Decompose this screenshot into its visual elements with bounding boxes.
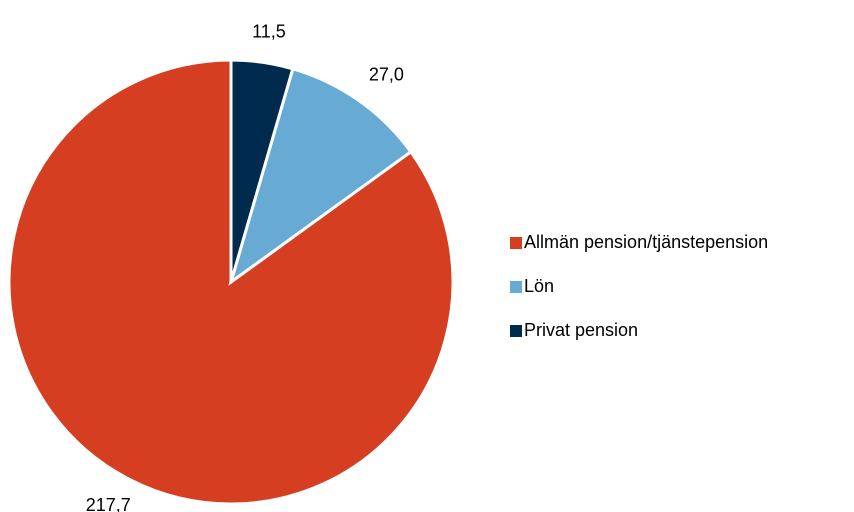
data-label: 217,7: [86, 495, 131, 512]
legend-swatch: [510, 237, 522, 249]
pie-slice: [228, 66, 413, 286]
legend-label: Privat pension: [524, 320, 638, 340]
data-label: 27,0: [369, 65, 404, 85]
data-label: 11,5: [252, 21, 286, 41]
legend-label: Allmän pension/tjänstepension: [524, 232, 768, 252]
legend-label: Lön: [524, 276, 554, 296]
pie-slice: [229, 58, 295, 283]
legend-swatch: [510, 325, 522, 337]
legend-swatch: [510, 281, 522, 293]
